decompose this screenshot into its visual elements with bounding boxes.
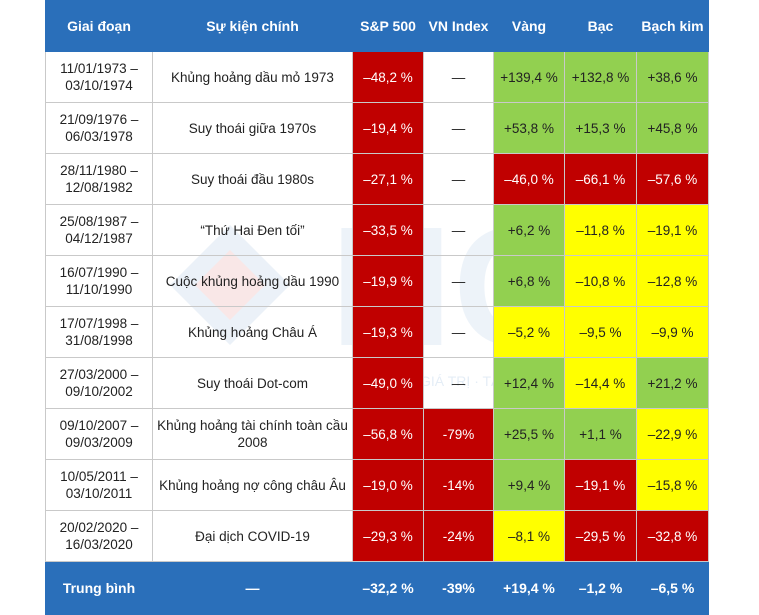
header-sp500: S&P 500 xyxy=(352,0,424,52)
footer-vnindex: -39% xyxy=(423,561,494,615)
cell-platinum: +38,6 % xyxy=(636,51,709,103)
cell-period: 27/03/2000 – 09/10/2002 xyxy=(45,357,153,409)
table-row: 25/08/1987 – 04/12/1987 “Thứ Hai Đen tối”… xyxy=(45,204,709,256)
table-row: 10/05/2011 – 03/10/2011 Khủng hoảng nợ cô… xyxy=(45,459,709,511)
cell-platinum: +45,8 % xyxy=(636,102,709,154)
header-vnindex: VN Index xyxy=(423,0,494,52)
cell-sp500: –19,3 % xyxy=(352,306,424,358)
cell-gold: +9,4 % xyxy=(493,459,565,511)
cell-vnindex: -79% xyxy=(423,408,494,460)
cell-period: 17/07/1998 – 31/08/1998 xyxy=(45,306,153,358)
cell-event: “Thứ Hai Đen tối” xyxy=(152,204,353,256)
cell-period: 28/11/1980 – 12/08/1982 xyxy=(45,153,153,205)
header-event: Sự kiện chính xyxy=(152,0,353,52)
footer-silver: –1,2 % xyxy=(564,561,637,615)
cell-gold: +6,8 % xyxy=(493,255,565,307)
cell-silver: –29,5 % xyxy=(564,510,637,562)
footer-platinum: –6,5 % xyxy=(636,561,709,615)
cell-event: Suy thoái Dot-com xyxy=(152,357,353,409)
cell-event: Khủng hoảng nợ công châu Âu xyxy=(152,459,353,511)
header-silver: Bạc xyxy=(564,0,637,52)
crisis-returns-table: Giai đoạn Sự kiện chính S&P 500 VN Index… xyxy=(45,0,709,615)
table-row: 16/07/1990 – 11/10/1990 Cuộc khủng hoảng … xyxy=(45,255,709,307)
cell-silver: +132,8 % xyxy=(564,51,637,103)
cell-event: Khủng hoảng tài chính toàn cầu 2008 xyxy=(152,408,353,460)
cell-gold: +6,2 % xyxy=(493,204,565,256)
cell-vnindex: — xyxy=(423,51,494,103)
cell-gold: –8,1 % xyxy=(493,510,565,562)
cell-silver: –19,1 % xyxy=(564,459,637,511)
cell-vnindex: — xyxy=(423,306,494,358)
cell-silver: –11,8 % xyxy=(564,204,637,256)
cell-platinum: +21,2 % xyxy=(636,357,709,409)
cell-sp500: –49,0 % xyxy=(352,357,424,409)
table-row: 09/10/2007 – 09/03/2009 Khủng hoảng tài c… xyxy=(45,408,709,460)
cell-gold: +53,8 % xyxy=(493,102,565,154)
cell-platinum: –9,9 % xyxy=(636,306,709,358)
cell-silver: +1,1 % xyxy=(564,408,637,460)
table-header-row: Giai đoạn Sự kiện chính S&P 500 VN Index… xyxy=(45,0,709,52)
cell-vnindex: — xyxy=(423,153,494,205)
table-row: 21/09/1976 – 06/03/1978 Suy thoái giữa 19… xyxy=(45,102,709,154)
cell-period: 11/01/1973 – 03/10/1974 xyxy=(45,51,153,103)
cell-sp500: –19,9 % xyxy=(352,255,424,307)
cell-platinum: –19,1 % xyxy=(636,204,709,256)
cell-event: Đại dịch COVID-19 xyxy=(152,510,353,562)
cell-sp500: –48,2 % xyxy=(352,51,424,103)
cell-platinum: –57,6 % xyxy=(636,153,709,205)
cell-sp500: –19,4 % xyxy=(352,102,424,154)
cell-vnindex: -24% xyxy=(423,510,494,562)
cell-period: 25/08/1987 – 04/12/1987 xyxy=(45,204,153,256)
cell-gold: –5,2 % xyxy=(493,306,565,358)
cell-gold: +139,4 % xyxy=(493,51,565,103)
cell-platinum: –22,9 % xyxy=(636,408,709,460)
cell-sp500: –56,8 % xyxy=(352,408,424,460)
cell-sp500: –27,1 % xyxy=(352,153,424,205)
cell-silver: –10,8 % xyxy=(564,255,637,307)
cell-event: Khủng hoảng Châu Á xyxy=(152,306,353,358)
cell-vnindex: — xyxy=(423,255,494,307)
cell-silver: –14,4 % xyxy=(564,357,637,409)
cell-silver: –66,1 % xyxy=(564,153,637,205)
cell-silver: –9,5 % xyxy=(564,306,637,358)
cell-event: Cuộc khủng hoảng dầu 1990 xyxy=(152,255,353,307)
cell-vnindex: — xyxy=(423,204,494,256)
footer-event: — xyxy=(152,561,353,615)
cell-period: 20/02/2020 – 16/03/2020 xyxy=(45,510,153,562)
cell-gold: –46,0 % xyxy=(493,153,565,205)
table-row: 11/01/1973 – 03/10/1974 Khủng hoảng dầu m… xyxy=(45,51,709,103)
cell-period: 10/05/2011 – 03/10/2011 xyxy=(45,459,153,511)
cell-vnindex: — xyxy=(423,357,494,409)
table-row: 20/02/2020 – 16/03/2020 Đại dịch COVID-19… xyxy=(45,510,709,562)
cell-event: Suy thoái đầu 1980s xyxy=(152,153,353,205)
table-footer-row: Trung bình — –32,2 % -39% +19,4 % –1,2 %… xyxy=(45,561,709,615)
cell-platinum: –15,8 % xyxy=(636,459,709,511)
header-gold: Vàng xyxy=(493,0,565,52)
header-platinum: Bạch kim xyxy=(636,0,709,52)
cell-period: 09/10/2007 – 09/03/2009 xyxy=(45,408,153,460)
table-row: 17/07/1998 – 31/08/1998 Khủng hoảng Châu … xyxy=(45,306,709,358)
footer-gold: +19,4 % xyxy=(493,561,565,615)
footer-label: Trung bình xyxy=(45,561,153,615)
table-row: 28/11/1980 – 12/08/1982 Suy thoái đầu 198… xyxy=(45,153,709,205)
cell-period: 16/07/1990 – 11/10/1990 xyxy=(45,255,153,307)
cell-period: 21/09/1976 – 06/03/1978 xyxy=(45,102,153,154)
table-row: 27/03/2000 – 09/10/2002 Suy thoái Dot-com… xyxy=(45,357,709,409)
cell-gold: +12,4 % xyxy=(493,357,565,409)
cell-silver: +15,3 % xyxy=(564,102,637,154)
cell-vnindex: -14% xyxy=(423,459,494,511)
cell-platinum: –32,8 % xyxy=(636,510,709,562)
cell-event: Suy thoái giữa 1970s xyxy=(152,102,353,154)
cell-sp500: –33,5 % xyxy=(352,204,424,256)
cell-gold: +25,5 % xyxy=(493,408,565,460)
cell-platinum: –12,8 % xyxy=(636,255,709,307)
header-period: Giai đoạn xyxy=(45,0,153,52)
cell-event: Khủng hoảng dầu mỏ 1973 xyxy=(152,51,353,103)
cell-vnindex: — xyxy=(423,102,494,154)
footer-sp500: –32,2 % xyxy=(352,561,424,615)
cell-sp500: –29,3 % xyxy=(352,510,424,562)
cell-sp500: –19,0 % xyxy=(352,459,424,511)
